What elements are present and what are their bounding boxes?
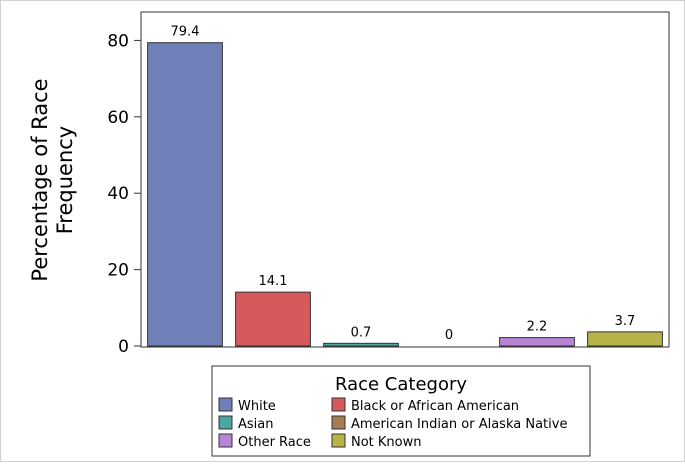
bar-series: [147, 42, 663, 347]
y-axis: 0 20 40 60 80: [107, 31, 141, 357]
legend-swatch: [218, 397, 233, 412]
y-tick-label: 80: [107, 31, 129, 51]
legend-swatch: [331, 415, 346, 430]
legend-swatch: [218, 415, 233, 430]
y-axis-title: Percentage of Race Frequency: [28, 78, 77, 281]
y-tick-label: 40: [107, 184, 129, 204]
legend-swatch: [331, 433, 346, 448]
plot-area: [140, 11, 670, 348]
y-axis-title-line-1: Percentage of Race: [28, 78, 52, 281]
legend-label: Other Race: [238, 435, 311, 450]
bar-value-label: 0: [445, 328, 453, 343]
bar-value-label: 2.2: [527, 320, 548, 335]
legend-entries: White Black or African American Asian Ameri…: [218, 397, 567, 450]
bar-value-label: 0.7: [351, 325, 372, 340]
bar-value-label: 3.7: [615, 314, 636, 329]
legend-swatch: [218, 433, 233, 448]
y-tick-label: 0: [118, 337, 129, 357]
bar-5: [587, 331, 663, 347]
legend-label: White: [238, 399, 276, 414]
y-tick-label: 60: [107, 108, 129, 128]
legend: Race Category White Black or African Amer…: [211, 365, 591, 457]
bar-0: [147, 42, 223, 347]
legend-label: American Indian or Alaska Native: [351, 417, 567, 432]
legend-swatch: [331, 397, 346, 412]
legend-title: Race Category: [335, 374, 467, 395]
bar-4: [499, 337, 575, 347]
bar-value-label: 79.4: [171, 25, 200, 40]
legend-box: [211, 365, 591, 457]
legend-label: Black or African American: [351, 399, 519, 414]
legend-label: Asian: [238, 417, 273, 432]
bar-value-label: 14.1: [259, 274, 288, 289]
data-labels: 79.4 14.1 0.7 0 2.2 3.7: [171, 25, 636, 343]
bar-2: [323, 342, 399, 347]
y-tick-label: 20: [107, 261, 129, 281]
legend-label: Not Known: [351, 435, 422, 450]
bar-1: [235, 291, 311, 347]
y-axis-title-line-2: Frequency: [53, 126, 77, 235]
